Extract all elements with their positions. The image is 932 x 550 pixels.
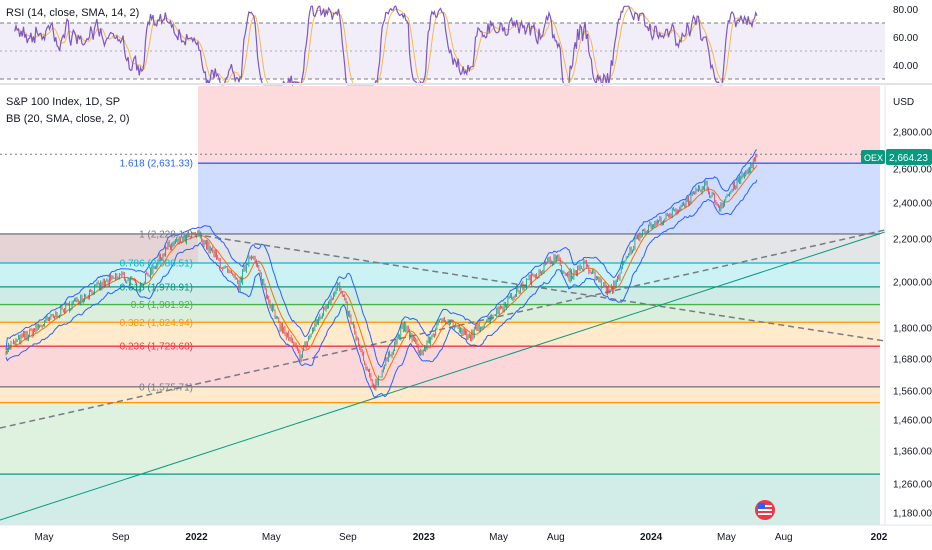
fib-label-0.618: 0.618 (1,978.91) — [120, 282, 193, 293]
rsi-sma-line — [14, 7, 758, 86]
fib-zone-0.5 — [0, 304, 880, 323]
time-tick-label: May — [717, 532, 736, 543]
price-tick-label: 2,000.00 — [893, 278, 932, 289]
fib-label-0.5: 0.5 (1,901.92) — [131, 300, 193, 311]
time-tick-label: Aug — [775, 532, 793, 543]
rsi-legend: RSI (14, close, SMA, 14, 2) — [6, 7, 139, 19]
rsi-panel-background — [0, 0, 885, 82]
last-price-box — [886, 149, 932, 165]
fibonacci-zones — [0, 86, 880, 525]
fib-zone-0.618 — [0, 286, 880, 305]
fib-zone-bottom-teal — [0, 474, 880, 525]
price-tick-label: 1,680.00 — [893, 355, 932, 366]
rsi-line — [14, 5, 758, 87]
fib-label-0.382: 0.382 (1,824.94) — [120, 318, 193, 329]
fib-label-0: 0 (1,575.71) — [139, 382, 193, 393]
fib-zone-1 — [0, 233, 880, 263]
price-tick-label: 1,460.00 — [893, 416, 932, 427]
price-tick-label: 1,360.00 — [893, 447, 932, 458]
last-price-label: 2,664.23 — [889, 153, 928, 164]
price-tick-label: 1,560.00 — [893, 387, 932, 398]
time-tick-label: 2024 — [640, 532, 663, 543]
fibonacci-labels: 1.618 (2,631.33) 1 (2,228.13) 0.786 (2,088… — [120, 159, 193, 394]
time-tick-label: May — [35, 532, 54, 543]
price-tick-label: 1,800.00 — [893, 324, 932, 335]
legend-backdrop — [0, 122, 198, 520]
bollinger-upper-band — [5, 149, 758, 368]
price-tick-label: 2,600.00 — [893, 165, 932, 176]
us-flag-icon[interactable] — [755, 500, 775, 520]
time-tick-label: Sep — [112, 532, 130, 543]
rsi-tick-60: 60.00 — [893, 33, 918, 44]
fib-zone-left-pink — [0, 233, 198, 263]
fib-zone-above-1618 — [198, 86, 880, 164]
fib-zone-lower-green — [0, 402, 880, 475]
symbol-badge: OEX — [864, 153, 883, 163]
price-tick-label: 2,800.00 — [893, 128, 932, 139]
price-axis: 2,800.00 2,600.00 2,400.00 2,200.00 2,000.00… — [893, 128, 932, 520]
green-trendline[interactable] — [0, 231, 886, 521]
time-tick-label: 202 — [871, 532, 888, 543]
fib-label-0.236: 0.236 (1,729.68) — [120, 342, 193, 353]
time-tick-label: 2023 — [413, 532, 436, 543]
bollinger-legend: BB (20, SMA, close, 2, 0) — [6, 113, 130, 125]
rsi-band — [0, 23, 885, 79]
fib-zone-0.236 — [0, 346, 880, 387]
fib-label-1: 1 (2,228.13) — [139, 229, 193, 240]
fib-label-1.618: 1.618 (2,631.33) — [120, 159, 193, 170]
fib-label-0.786: 0.786 (2,088.51) — [120, 258, 193, 269]
bollinger-basis — [5, 164, 758, 381]
price-tick-label: 2,200.00 — [893, 235, 932, 246]
rsi-tick-40: 40.00 — [893, 61, 918, 72]
price-tick-label: 2,400.00 — [893, 199, 932, 210]
price-tick-label: 1,180.00 — [893, 509, 932, 520]
time-tick-label: 2022 — [185, 532, 208, 543]
price-tick-label: 1,260.00 — [893, 480, 932, 491]
time-tick-label: Sep — [339, 532, 357, 543]
time-tick-label: May — [262, 532, 281, 543]
time-axis: May Sep 2022 May Sep 2023 May Aug 2024 May Aug 202 — [35, 532, 888, 543]
time-tick-label: Aug — [547, 532, 565, 543]
main-chart-title: S&P 100 Index, 1D, SP — [6, 96, 120, 108]
falling-dashed-trendline[interactable] — [204, 235, 886, 342]
symbol-badge-box — [861, 150, 885, 164]
fib-zone-1618-1 — [198, 163, 880, 234]
time-tick-label: May — [489, 532, 508, 543]
price-candles — [5, 153, 758, 391]
fib-zone-0.382 — [0, 322, 880, 347]
rsi-tick-80: 80.00 — [893, 5, 918, 16]
fib-zone-below-0 — [0, 386, 880, 403]
currency-label: USD — [893, 97, 914, 108]
bollinger-lower-band — [5, 179, 758, 399]
